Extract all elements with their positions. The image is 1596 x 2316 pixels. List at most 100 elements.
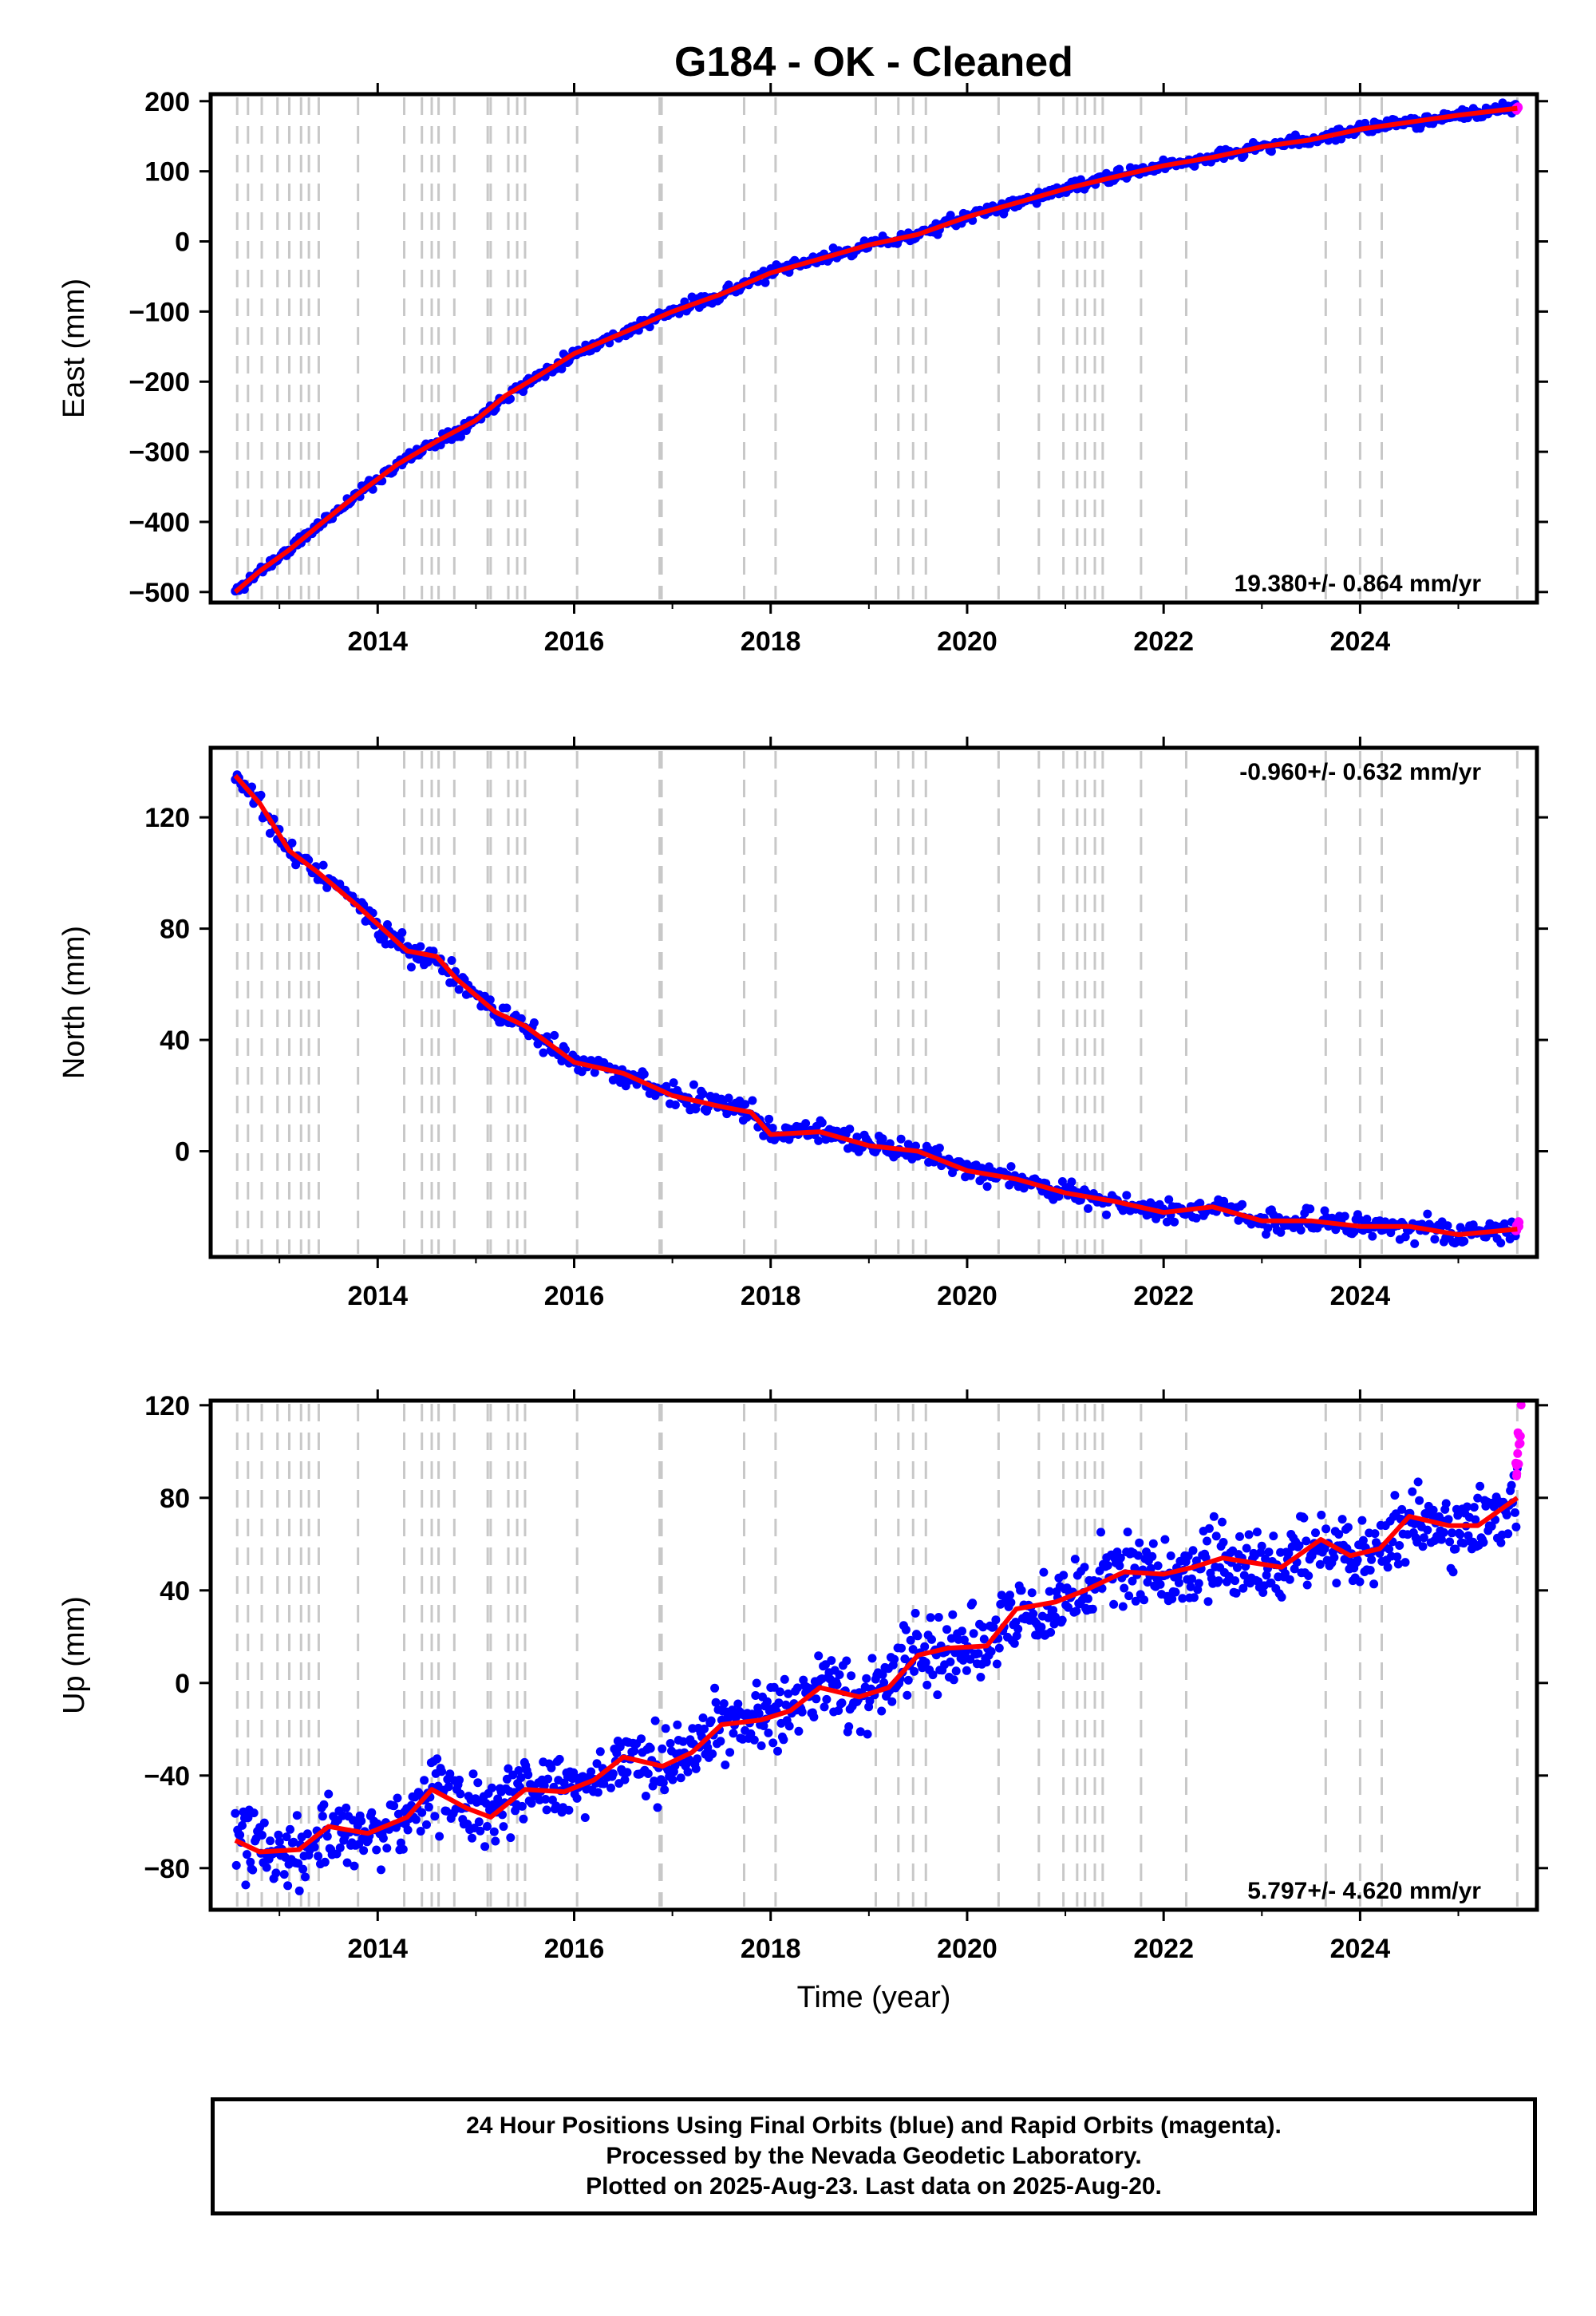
- north-y-tick-label: 80: [160, 915, 190, 945]
- up-final-point: [1476, 1481, 1485, 1491]
- up-final-point: [473, 1778, 483, 1788]
- up-final-point: [1365, 1566, 1375, 1575]
- up-final-point: [468, 1833, 476, 1843]
- up-final-point: [986, 1646, 996, 1656]
- north-final-point: [318, 860, 328, 870]
- up-final-point: [259, 1818, 269, 1828]
- up-final-point: [382, 1844, 392, 1853]
- east-final-point: [557, 364, 567, 373]
- up-final-point: [768, 1738, 778, 1748]
- up-final-point: [1012, 1631, 1021, 1641]
- up-final-point: [1187, 1574, 1196, 1583]
- up-final-point: [708, 1749, 717, 1759]
- north-final-point: [485, 995, 495, 1005]
- up-rate-label: 5.797+/- 4.620 mm/yr: [1247, 1878, 1481, 1904]
- up-final-point: [1459, 1539, 1468, 1548]
- up-final-point: [1400, 1558, 1410, 1567]
- up-final-point: [231, 1860, 241, 1870]
- up-final-point: [620, 1775, 630, 1784]
- up-final-point: [962, 1666, 971, 1675]
- north-final-point: [814, 1136, 824, 1145]
- up-final-point: [1419, 1533, 1428, 1543]
- north-final-point: [669, 1078, 678, 1088]
- up-final-point: [979, 1634, 989, 1644]
- up-final-point: [1436, 1535, 1446, 1544]
- up-final-point: [969, 1629, 978, 1638]
- up-final-point: [367, 1808, 377, 1817]
- up-final-point: [1186, 1582, 1195, 1591]
- north-final-point: [817, 1118, 827, 1128]
- up-final-point: [1315, 1559, 1325, 1569]
- up-x-tick-label: 2024: [1330, 1934, 1391, 1964]
- east-x-tick-label: 2024: [1330, 626, 1391, 657]
- up-final-point: [246, 1857, 255, 1867]
- up-final-point: [489, 1827, 499, 1836]
- east-x-tick-label: 2018: [741, 626, 801, 657]
- north-final-point: [741, 1100, 750, 1109]
- up-y-tick-label: 80: [160, 1484, 190, 1514]
- up-panel: 2014 2016 2018 2020 2022 2024 −80 −40 0 40 80 120 U…: [57, 1389, 1548, 1964]
- up-final-point: [1211, 1531, 1221, 1541]
- up-final-point: [445, 1769, 455, 1779]
- north-rapid-point: [1514, 1217, 1523, 1227]
- up-final-point: [637, 1734, 646, 1744]
- up-final-point: [314, 1852, 323, 1861]
- up-final-point: [958, 1655, 968, 1665]
- up-final-point: [1029, 1609, 1038, 1618]
- north-final-point: [759, 1131, 768, 1140]
- north-final-point: [722, 1109, 732, 1119]
- up-final-point: [749, 1735, 759, 1745]
- up-final-point: [1160, 1535, 1170, 1544]
- east-y-tick-label: −200: [128, 367, 190, 397]
- up-final-point: [1334, 1530, 1344, 1539]
- up-final-point: [1317, 1510, 1326, 1520]
- up-final-point: [474, 1817, 484, 1827]
- up-final-point: [1064, 1603, 1073, 1612]
- up-final-point: [456, 1789, 465, 1799]
- up-final-point: [235, 1830, 245, 1840]
- up-final-point: [608, 1769, 618, 1778]
- east-final-point: [1032, 199, 1041, 208]
- north-plot-frame: [208, 745, 1539, 1259]
- up-final-point: [516, 1773, 526, 1782]
- up-final-point: [706, 1716, 716, 1725]
- up-final-point: [342, 1858, 352, 1867]
- up-final-point: [1188, 1546, 1198, 1555]
- up-final-point: [1358, 1535, 1368, 1545]
- up-final-point: [615, 1742, 625, 1752]
- up-final-point: [1231, 1576, 1240, 1586]
- up-final-point: [1418, 1542, 1428, 1551]
- north-final-point: [447, 956, 456, 965]
- up-final-point: [606, 1783, 615, 1792]
- up-final-point: [1133, 1551, 1143, 1560]
- up-final-point: [282, 1832, 291, 1842]
- up-final-point: [1148, 1551, 1157, 1561]
- up-final-point: [279, 1870, 289, 1879]
- up-final-point: [1284, 1548, 1294, 1558]
- up-final-point: [703, 1743, 713, 1753]
- north-x-tick-label: 2020: [937, 1281, 998, 1311]
- up-final-point: [322, 1832, 332, 1841]
- north-final-point: [1238, 1199, 1247, 1209]
- north-final-point: [1102, 1210, 1111, 1219]
- up-final-point: [242, 1850, 251, 1860]
- north-final-point: [1195, 1199, 1205, 1207]
- up-final-point: [506, 1833, 516, 1843]
- up-final-point: [1393, 1559, 1403, 1569]
- up-final-point: [1231, 1588, 1241, 1598]
- up-x-tick-label: 2018: [741, 1934, 801, 1964]
- up-final-point: [1390, 1491, 1400, 1500]
- up-final-point: [455, 1775, 464, 1784]
- up-final-point: [1009, 1638, 1019, 1648]
- up-final-point: [476, 1826, 485, 1836]
- north-model-line: [233, 773, 1518, 1238]
- east-y-tick-label: −300: [128, 437, 190, 468]
- up-x-tick-label: 2022: [1133, 1934, 1194, 1964]
- up-y-tick-label: −40: [144, 1761, 190, 1792]
- up-final-point: [398, 1844, 408, 1854]
- up-final-point: [855, 1727, 865, 1737]
- up-final-point: [430, 1812, 440, 1821]
- up-final-point: [572, 1793, 582, 1803]
- up-final-point: [900, 1654, 910, 1664]
- up-final-point: [934, 1613, 943, 1622]
